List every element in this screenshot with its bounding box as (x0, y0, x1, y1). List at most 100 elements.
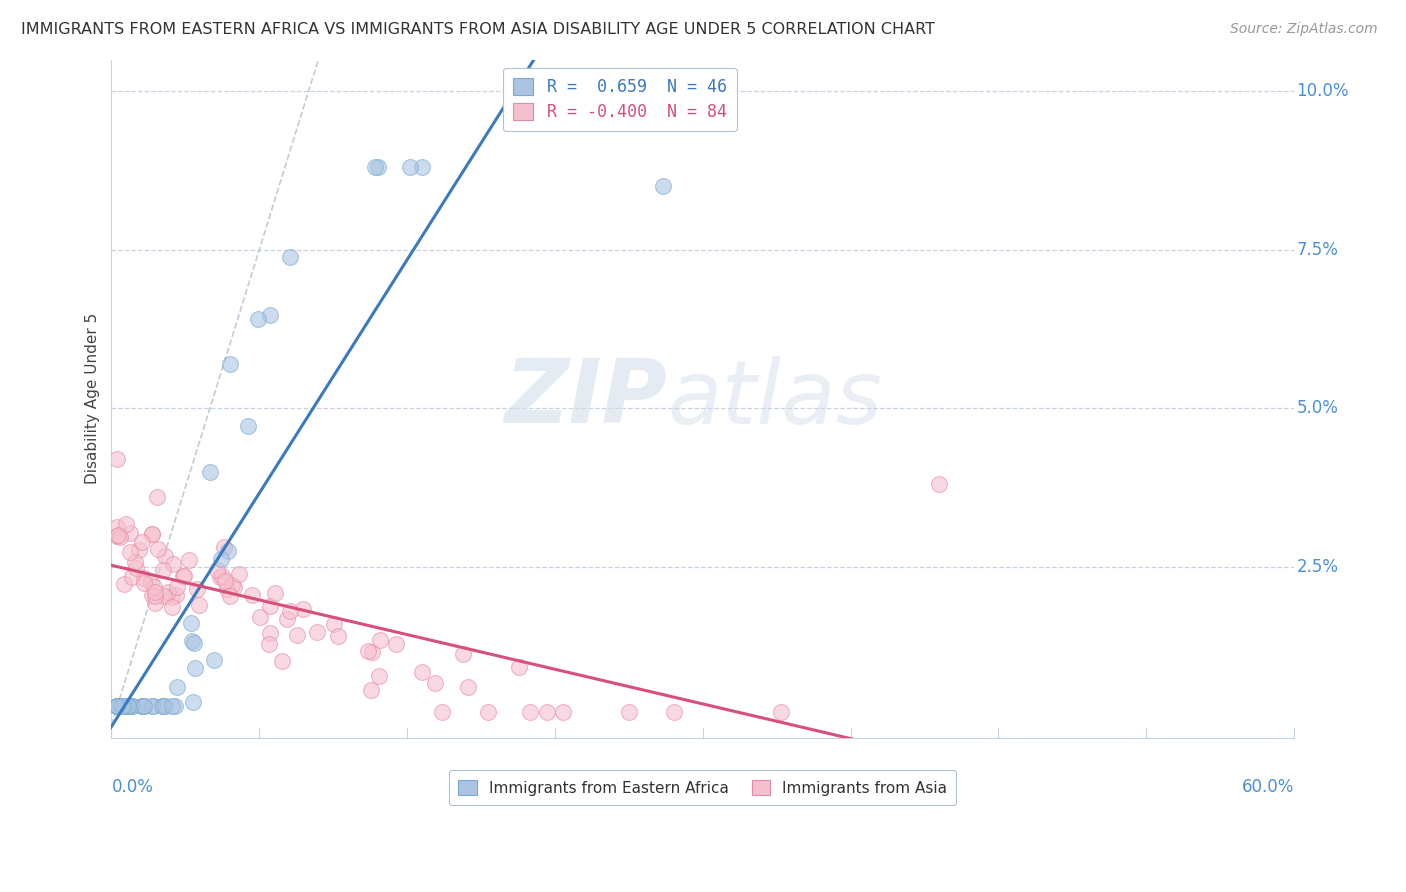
Point (111, 699, 134, 714)
Point (322, 616, 344, 631)
Point (617, 706, 640, 720)
Text: 0.0%: 0.0% (111, 779, 153, 797)
Point (399, 161, 422, 175)
Point (181, 633, 204, 648)
Point (214, 574, 236, 588)
Point (172, 569, 194, 583)
Point (212, 540, 235, 554)
Point (219, 589, 242, 603)
Point (108, 530, 131, 544)
Point (121, 699, 143, 714)
Point (160, 699, 183, 714)
Point (155, 549, 177, 563)
Point (105, 520, 128, 534)
Point (165, 588, 187, 602)
Point (152, 563, 174, 577)
Point (162, 557, 184, 571)
Point (457, 680, 479, 694)
Point (118, 699, 141, 714)
Text: 7.5%: 7.5% (1296, 241, 1339, 259)
Text: 5.0%: 5.0% (1296, 399, 1339, 417)
Point (115, 699, 138, 714)
Point (360, 645, 382, 659)
Point (112, 577, 135, 591)
Point (148, 541, 170, 556)
Point (131, 699, 153, 714)
Point (360, 683, 382, 698)
Point (105, 699, 128, 714)
Point (146, 490, 169, 504)
Point (105, 699, 128, 714)
Point (217, 543, 239, 558)
Point (209, 552, 232, 566)
Point (211, 569, 233, 583)
Point (551, 706, 574, 720)
Point (105, 699, 128, 714)
Point (236, 419, 259, 434)
Point (305, 625, 328, 640)
Y-axis label: Disability Age Under 5: Disability Age Under 5 (86, 313, 100, 484)
Point (326, 629, 349, 643)
Point (285, 628, 308, 642)
Point (411, 665, 433, 680)
Point (125, 560, 148, 574)
Point (208, 570, 231, 584)
Point (141, 699, 163, 714)
Point (278, 604, 301, 618)
Point (222, 580, 245, 594)
Point (423, 675, 446, 690)
Point (120, 699, 142, 714)
Point (508, 660, 530, 674)
Point (117, 699, 139, 714)
Point (141, 588, 163, 602)
Point (114, 699, 136, 714)
Point (180, 615, 202, 630)
Point (181, 695, 204, 709)
Point (141, 527, 163, 541)
Point (259, 308, 281, 322)
Text: 60.0%: 60.0% (1241, 779, 1294, 797)
Point (115, 699, 138, 714)
Point (202, 653, 225, 667)
Point (118, 526, 141, 541)
Point (477, 706, 499, 720)
Point (769, 706, 792, 720)
Point (143, 585, 166, 599)
Point (207, 564, 229, 578)
Point (411, 161, 433, 175)
Point (105, 699, 128, 714)
Point (142, 699, 165, 714)
Text: IMMIGRANTS FROM EASTERN AFRICA VS IMMIGRANTS FROM ASIA DISABILITY AGE UNDER 5 CO: IMMIGRANTS FROM EASTERN AFRICA VS IMMIGR… (21, 22, 935, 37)
Point (132, 571, 155, 585)
Point (153, 589, 176, 603)
Point (218, 357, 240, 371)
Point (536, 706, 558, 720)
Point (120, 544, 142, 558)
Point (105, 699, 128, 714)
Point (188, 598, 211, 612)
Point (368, 669, 391, 683)
Point (166, 580, 188, 594)
Point (177, 553, 200, 567)
Point (139, 574, 162, 589)
Point (184, 661, 207, 675)
Point (105, 529, 128, 543)
Point (110, 699, 132, 714)
Point (160, 590, 183, 604)
Point (368, 632, 391, 647)
Point (132, 699, 155, 714)
Point (183, 636, 205, 650)
Point (124, 555, 146, 569)
Point (291, 602, 314, 616)
Point (173, 569, 195, 583)
Point (432, 706, 454, 720)
Point (270, 655, 292, 669)
Point (141, 527, 163, 541)
Point (118, 699, 141, 714)
Point (276, 612, 298, 626)
Point (143, 580, 166, 594)
Point (131, 535, 153, 549)
Legend: Immigrants from Eastern Africa, Immigrants from Asia: Immigrants from Eastern Africa, Immigran… (449, 771, 956, 805)
Point (156, 585, 179, 599)
Point (228, 567, 250, 582)
